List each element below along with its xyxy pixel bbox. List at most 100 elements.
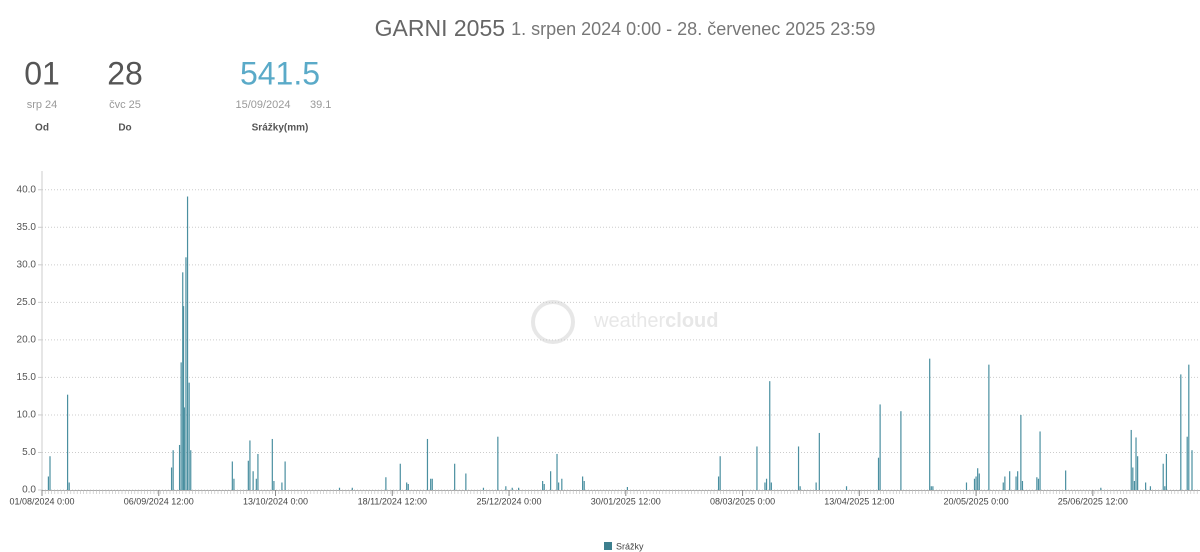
bar — [1065, 470, 1067, 490]
bar — [172, 450, 174, 490]
x-tick-label: 18/11/2024 12:00 — [358, 496, 427, 506]
x-tick-label: 25/06/2025 12:00 — [1058, 496, 1128, 506]
y-tick-label: 40.0 — [17, 184, 37, 195]
bar — [770, 482, 772, 490]
bar — [1100, 487, 1102, 490]
title: GARNI 2055 1. srpen 2024 0:00 - 28. červe… — [375, 15, 876, 41]
watermark-text: weathercloud — [593, 310, 719, 332]
bar — [186, 196, 189, 490]
bar — [765, 478, 768, 490]
watermark-icon — [531, 300, 575, 344]
stat-label: Do — [118, 123, 131, 134]
bar — [190, 450, 192, 490]
bar — [482, 487, 485, 490]
legend-label: Srážky — [616, 541, 644, 551]
y-tick-label: 30.0 — [17, 259, 37, 270]
bar — [1188, 364, 1190, 490]
y-tick-label: 10.0 — [17, 410, 37, 421]
bar — [178, 444, 181, 490]
bar — [1002, 482, 1004, 490]
bar — [973, 478, 976, 490]
bar — [978, 473, 980, 490]
bar — [1036, 477, 1038, 490]
x-tick-label: 30/01/2025 12:00 — [591, 496, 661, 506]
bar — [879, 404, 881, 490]
bar — [583, 480, 585, 490]
bar — [183, 407, 185, 490]
y-tick-label: 0.0 — [22, 485, 36, 496]
bar — [271, 438, 273, 490]
bar — [465, 473, 467, 490]
legend-swatch — [604, 542, 612, 550]
bar — [815, 482, 817, 490]
bar — [1137, 456, 1139, 490]
bar — [1132, 467, 1134, 490]
bar — [255, 478, 257, 490]
bar — [273, 480, 275, 490]
stat-label: Od — [35, 123, 49, 134]
bar — [965, 482, 968, 490]
bar — [1020, 414, 1022, 490]
bar — [717, 476, 720, 490]
bar — [1165, 453, 1168, 490]
bar — [818, 432, 820, 490]
bar — [182, 272, 184, 490]
watermark-b: cloud — [665, 310, 718, 332]
bar — [975, 476, 977, 490]
bar — [769, 381, 771, 490]
bar — [1135, 437, 1137, 490]
bar — [542, 480, 544, 490]
bar — [930, 486, 932, 490]
station: GARNI 2055 — [375, 15, 505, 41]
bar — [1162, 463, 1164, 490]
bar — [338, 487, 341, 490]
bar — [497, 436, 499, 490]
bar — [558, 482, 560, 490]
bar — [233, 478, 235, 490]
stat-sub: čvc 25 — [109, 99, 141, 111]
bar — [1130, 429, 1132, 490]
y-tick-label: 20.0 — [17, 335, 37, 346]
bar — [1133, 480, 1136, 490]
bar — [49, 456, 51, 490]
bar — [454, 463, 456, 490]
bar — [756, 446, 758, 490]
x-tick-label: 01/08/2024 0:00 — [9, 496, 74, 506]
bar — [257, 453, 259, 490]
bar — [1149, 486, 1152, 490]
bar — [877, 457, 880, 490]
bar — [561, 478, 563, 490]
bar — [431, 478, 433, 490]
bar — [68, 482, 70, 490]
bar — [182, 306, 185, 490]
bar — [900, 411, 902, 490]
bar — [511, 487, 513, 490]
bar — [543, 483, 545, 490]
bar — [1009, 471, 1011, 490]
bar — [231, 461, 233, 490]
watermark-a: weather — [593, 310, 665, 332]
bar — [170, 467, 173, 490]
bar — [719, 456, 721, 490]
bar — [185, 257, 187, 490]
bar — [1017, 471, 1019, 490]
bar — [1186, 436, 1188, 490]
bar — [426, 438, 429, 490]
x-tick-label: 25/12/2024 0:00 — [477, 496, 542, 506]
bar — [247, 460, 249, 490]
bar — [180, 362, 182, 490]
bar — [1021, 480, 1024, 490]
stat-sub: 15/09/2024 — [235, 99, 290, 111]
period: 1. srpen 2024 0:00 - 28. červenec 2025 2… — [511, 19, 875, 39]
x-tick-label: 06/09/2024 12:00 — [124, 496, 194, 506]
x-tick-label: 13/04/2025 12:00 — [824, 496, 894, 506]
bar — [1180, 374, 1182, 490]
bar — [845, 486, 848, 490]
bar — [430, 478, 432, 490]
bar — [582, 476, 584, 490]
bar — [1037, 478, 1040, 490]
x-tick-label: 20/05/2025 0:00 — [944, 496, 1009, 506]
stat-label: Srážky(mm) — [252, 123, 309, 134]
bar — [550, 471, 552, 490]
